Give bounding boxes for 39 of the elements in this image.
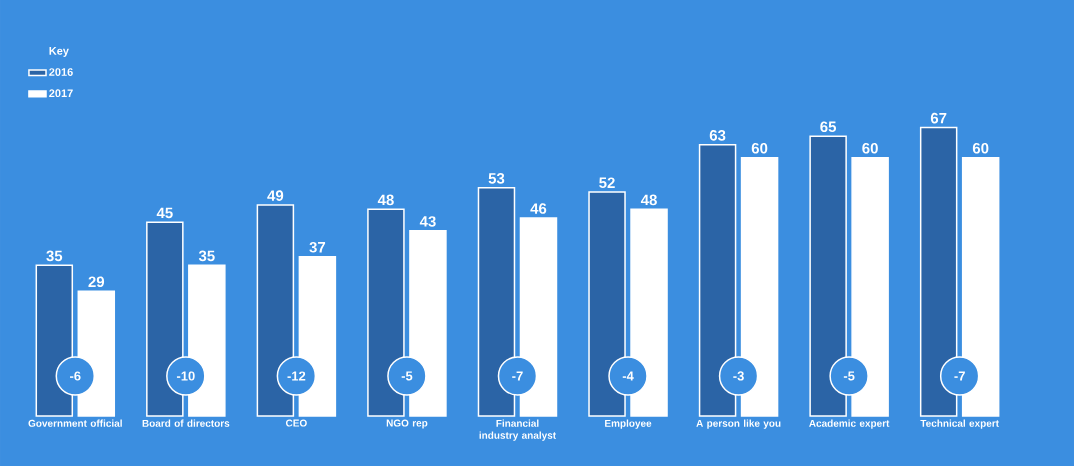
x-tick-label: Financial industry analyst: [479, 419, 556, 441]
data-label: 43: [419, 216, 436, 227]
annotation: -3: [733, 371, 744, 381]
x-tick-label: Board of directors: [142, 419, 230, 427]
data-label: 48: [377, 194, 394, 206]
data-label: 46: [530, 203, 547, 214]
data-label: 37: [309, 241, 326, 253]
x-tick-label: NGO rep: [386, 419, 428, 429]
x-tick-label: Academic expert: [809, 419, 890, 429]
data-label: 60: [751, 142, 768, 154]
x-tick-label: Government official: [28, 419, 122, 427]
annotation: -4: [622, 371, 634, 381]
data-label: 67: [930, 112, 947, 124]
x-tick-label: Employee: [605, 419, 652, 429]
data-label: 63: [709, 130, 726, 141]
data-label: 60: [862, 142, 878, 154]
data-label: 60: [972, 142, 989, 154]
data-label: 35: [198, 250, 215, 262]
annotation: -7: [512, 371, 523, 381]
legend-title: Key: [49, 47, 69, 57]
annotation: -7: [954, 371, 965, 381]
data-label: 53: [488, 173, 505, 184]
data-label: 29: [88, 276, 105, 288]
data-label: 45: [156, 207, 173, 219]
annotation: -5: [401, 371, 413, 381]
data-label: 65: [820, 121, 837, 133]
annotation: -5: [843, 371, 855, 381]
data-label: 49: [267, 190, 284, 201]
x-tick-label: A person like you: [696, 419, 781, 429]
legend-label: 2017: [49, 89, 73, 98]
x-tick-label: CEO: [285, 419, 307, 427]
data-label: 35: [46, 250, 63, 262]
data-label: 52: [599, 177, 615, 189]
annotation: -6: [70, 371, 81, 381]
legend-label: 2016: [49, 68, 73, 76]
data-label: 48: [640, 194, 657, 206]
annotation: -12: [287, 371, 306, 381]
x-tick-label: Technical expert: [920, 419, 999, 429]
annotation: -10: [176, 371, 195, 381]
